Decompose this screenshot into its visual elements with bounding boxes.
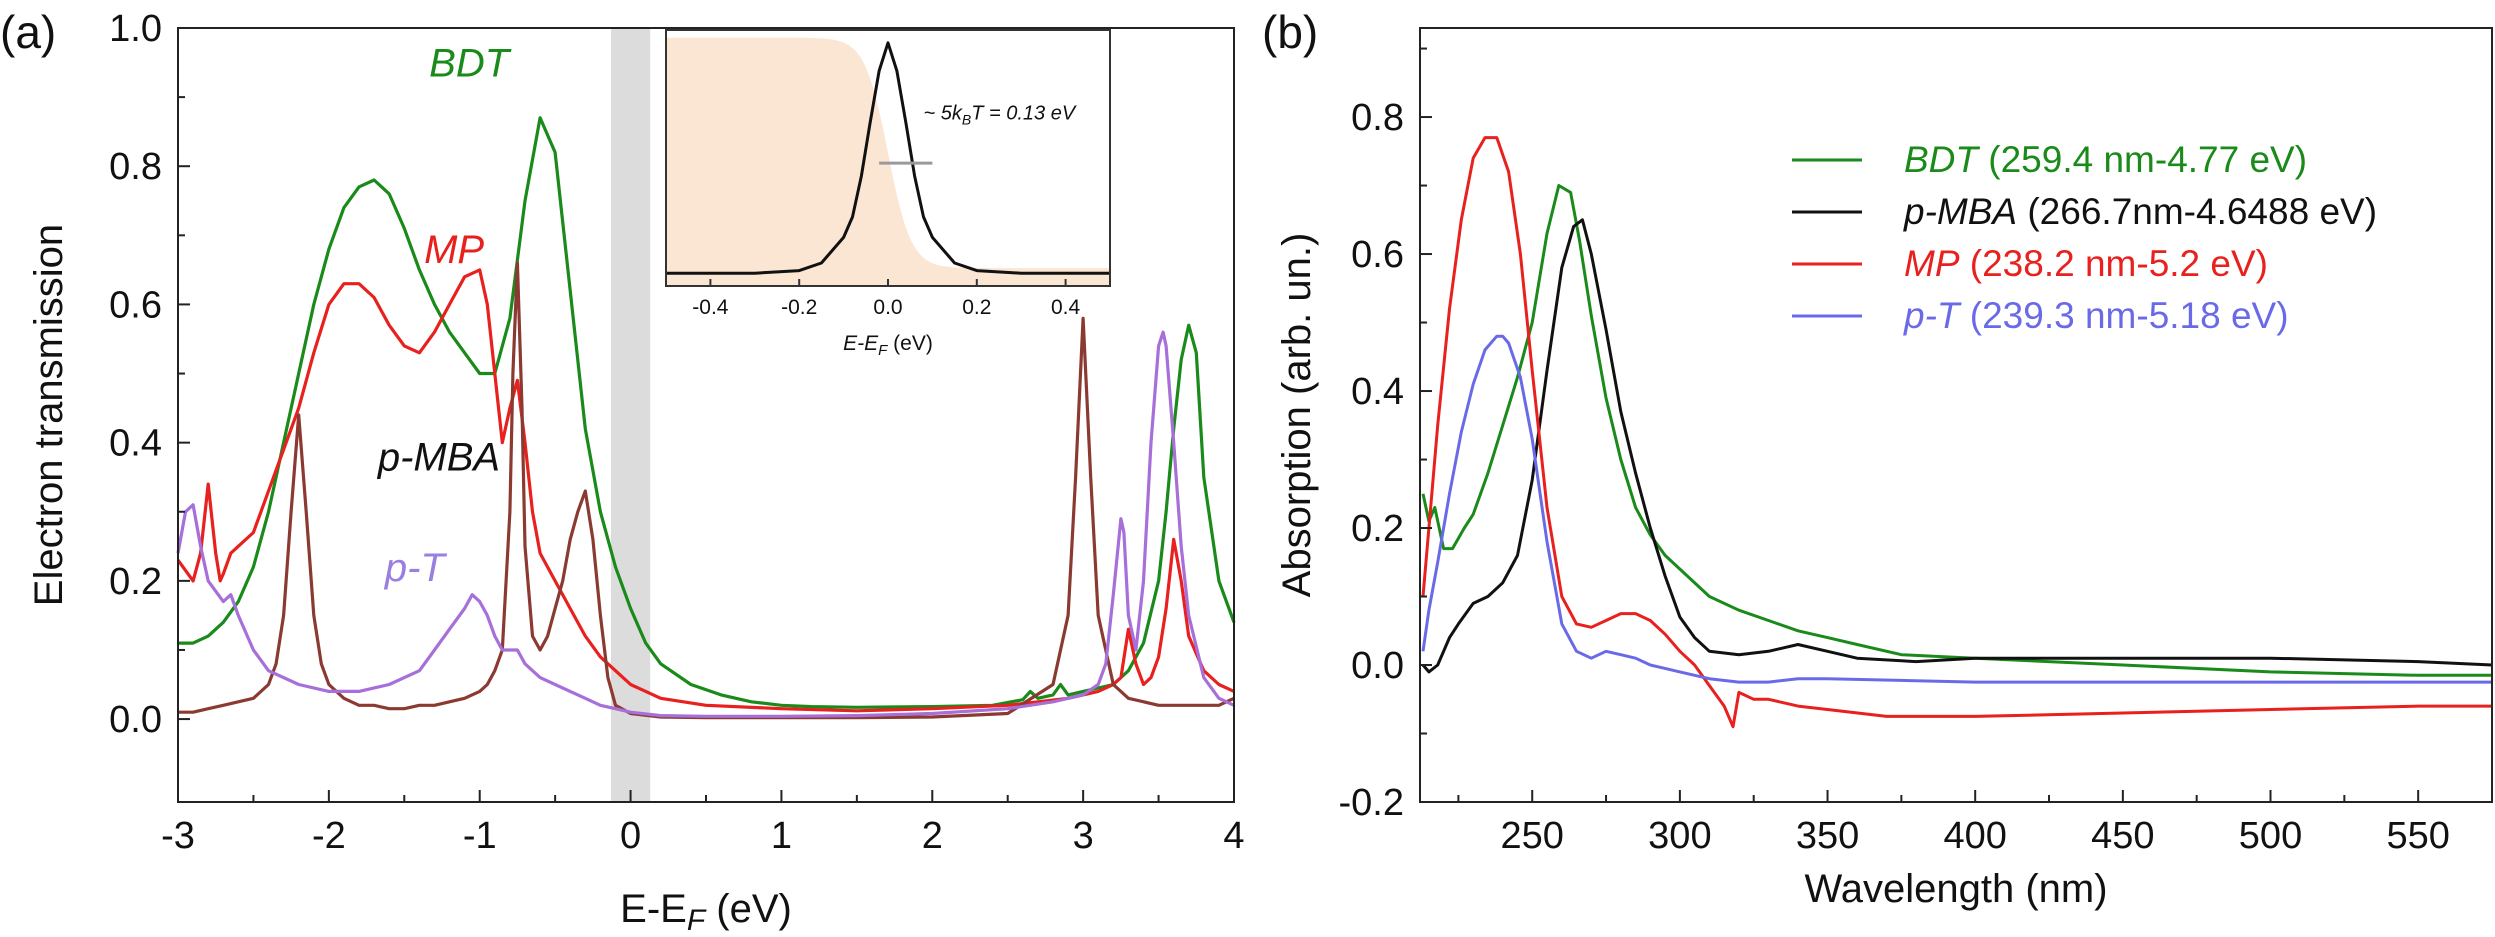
series-line-bdt [178,116,1236,709]
x-tick-label-b: 500 [2239,815,2302,857]
curve-label-p-t: p-T [384,546,448,590]
x-tick-label-a: 4 [1223,815,1244,857]
x-tick-label-b: 250 [1501,815,1564,857]
y-tick-label-a: 0.6 [109,284,162,326]
curve-label-mp: MP [424,228,484,272]
y-tick-label-b: 0.0 [1351,645,1404,687]
x-tick-label-a: 0 [620,815,641,857]
panel-b: 250 300 350 400 450 500 550 -0.2 0.0 0.2 0.4 0.6 0.8… [1262,6,2493,911]
inset-x-tick-label: 0.2 [962,296,991,319]
x-tick-label-b: 550 [2386,815,2449,857]
curve-label-bdt: BDT [429,41,512,85]
y-tick-label-b: 0.8 [1351,97,1404,139]
x-tick-label-a: -1 [463,815,497,857]
panel-label-a: (a) [0,6,56,58]
series-line-b-bdt [1421,184,2492,677]
series-line-p-t [176,330,1235,718]
curve-label-p-mba: p-MBA [377,435,500,479]
x-tick-label-b: 400 [1943,815,2006,857]
y-axis-label-a: Electron transmission [27,224,71,606]
inset-x-tick-label: -0.4 [692,296,729,319]
y-tick-label-a: 0.2 [109,561,162,603]
x-tick-label-a: 3 [1073,815,1094,857]
legend-label-p-t: p-T (239.3 nm-5.18 eV) [1903,295,2289,336]
inset-peak-line [666,41,1110,275]
panel-label-b: (b) [1262,6,1318,58]
y-tick-label-a: 0.0 [109,699,162,741]
legend-label-p-mba: p-MBA (266.7nm-4.6488 eV) [1903,191,2377,232]
inset-x-tick-label: -0.2 [781,296,817,319]
y-axis-label-b: Absorption (arb. un.) [1275,233,1319,598]
series-line-p-mba [178,261,1235,720]
y-tick-label-b: 0.4 [1351,371,1404,413]
x-tick-label-b: 450 [2091,815,2154,857]
x-tick-label-a: 2 [922,815,943,857]
inset-x-tick-label: 0.4 [1051,296,1081,319]
inset-x-tick-label: 0.0 [873,296,902,319]
y-tick-label-a: 1.0 [109,8,162,50]
series-line-b-p-t [1421,334,2492,684]
x-tick-label-b: 300 [1648,815,1711,857]
series-line-mp [176,268,1235,713]
x-tick-label-a: -3 [161,815,195,857]
x-axis-label-a: E-EF (eV) [620,887,792,937]
inset-panel: -0.4 -0.2 0.0 0.2 0.4 E-EF (eV) ~ 5kBT = 0.13 … [665,29,1111,359]
y-tick-label-a: 0.4 [109,423,162,465]
y-tick-label-b: -0.2 [1339,782,1404,824]
inset-x-axis-label: E-EF (eV) [843,332,933,359]
legend-b: BDT (259.4 nm-4.77 eV) p-MBA (266.7nm-4.6… [1792,139,2377,336]
legend-label-bdt: BDT (259.4 nm-4.77 eV) [1904,139,2307,180]
panel-a: -3 -2 -1 0 1 2 3 4 0.0 0.2 0.4 0.6 0.8 1.0 (a) E-EF (eV… [0,6,1245,937]
x-tick-label-b: 350 [1796,815,1859,857]
x-axis-label-b: Wavelength (nm) [1804,867,2107,911]
legend-label-mp: MP (238.2 nm-5.2 eV) [1904,243,2268,284]
x-tick-label-a: -2 [312,815,346,857]
y-tick-label-a: 0.8 [109,146,162,188]
plot-frame-b [1419,27,2493,803]
x-tick-label-a: 1 [771,815,792,857]
series-line-b-mp [1421,136,2492,729]
y-tick-label-b: 0.2 [1351,508,1404,550]
inset-annotation: ~ 5kBT = 0.13 eV [924,103,1077,128]
series-line-b-p-mba [1421,218,2493,674]
y-tick-label-b: 0.6 [1351,234,1404,276]
